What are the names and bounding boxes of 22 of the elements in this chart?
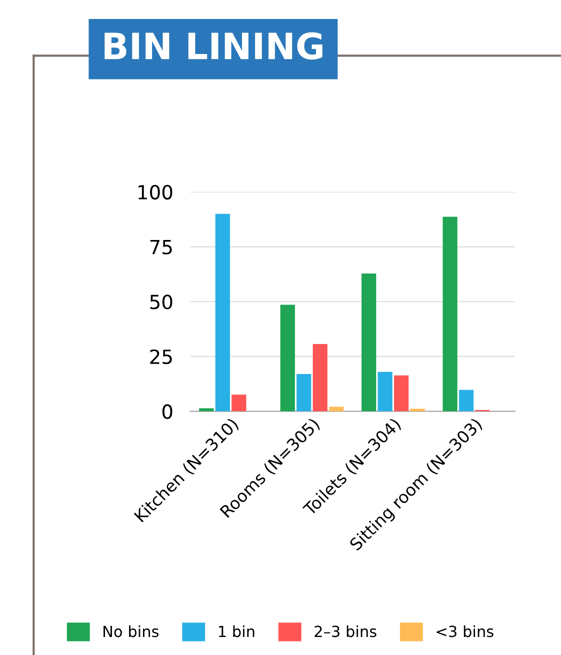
y-tick-label: 25 — [150, 349, 172, 364]
y-tick-label: 50 — [150, 294, 172, 310]
bar — [215, 214, 230, 412]
bar — [442, 216, 458, 412]
bar — [378, 372, 392, 412]
legend-label: 2–3 bins — [314, 625, 376, 638]
legend-label: No bins — [104, 625, 159, 638]
bar — [296, 374, 312, 412]
bar — [394, 375, 409, 412]
bar — [458, 390, 474, 412]
bar — [329, 406, 344, 412]
y-tick-label: 100 — [138, 184, 172, 200]
legend-label: 1 bin — [218, 625, 254, 638]
bar — [362, 274, 376, 412]
chart-title: BIN LINING — [104, 32, 322, 60]
y-tick-label: 0 — [162, 404, 172, 420]
bar — [410, 408, 425, 412]
y-tick-label: 75 — [150, 240, 172, 254]
legend-label: <3 bins — [436, 625, 494, 638]
bar — [232, 394, 246, 412]
bar — [280, 304, 295, 412]
bar — [312, 344, 328, 412]
